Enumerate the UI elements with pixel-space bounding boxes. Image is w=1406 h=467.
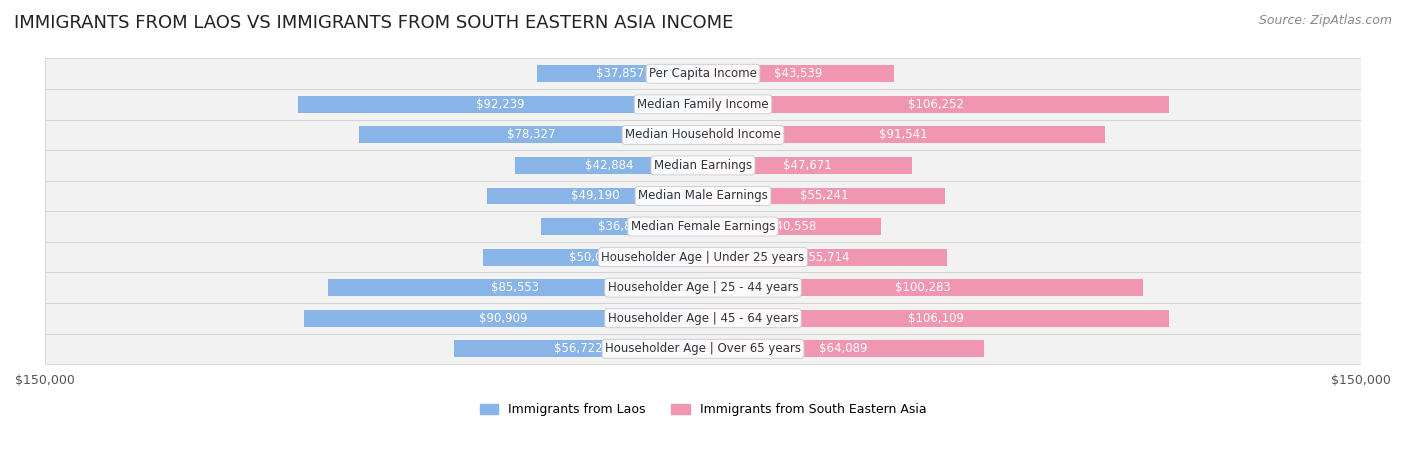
Bar [484,249,703,266]
Text: $42,884: $42,884 [585,159,633,172]
Text: $40,558: $40,558 [768,220,815,233]
Bar [703,340,984,357]
FancyBboxPatch shape [45,272,1361,303]
Text: Source: ZipAtlas.com: Source: ZipAtlas.com [1258,14,1392,27]
Bar [304,310,703,326]
Bar [703,65,894,82]
FancyBboxPatch shape [45,120,1361,150]
Text: IMMIGRANTS FROM LAOS VS IMMIGRANTS FROM SOUTH EASTERN ASIA INCOME: IMMIGRANTS FROM LAOS VS IMMIGRANTS FROM … [14,14,734,32]
Text: Median Female Earnings: Median Female Earnings [631,220,775,233]
Text: Median Male Earnings: Median Male Earnings [638,190,768,203]
Text: $106,109: $106,109 [908,312,963,325]
Bar [360,127,703,143]
Text: Householder Age | Over 65 years: Householder Age | Over 65 years [605,342,801,355]
FancyBboxPatch shape [45,181,1361,211]
Bar [703,279,1143,296]
Text: $47,671: $47,671 [783,159,832,172]
Text: $50,041: $50,041 [569,251,617,263]
Text: $90,909: $90,909 [479,312,527,325]
Bar [703,157,912,174]
Text: Householder Age | 25 - 44 years: Householder Age | 25 - 44 years [607,281,799,294]
Text: $91,541: $91,541 [880,128,928,142]
FancyBboxPatch shape [45,58,1361,89]
Text: $55,241: $55,241 [800,190,848,203]
Bar [298,96,703,113]
Text: $85,553: $85,553 [491,281,540,294]
Bar [515,157,703,174]
Bar [703,127,1105,143]
Text: $78,327: $78,327 [508,128,555,142]
Bar [703,249,948,266]
Text: Median Earnings: Median Earnings [654,159,752,172]
Text: Householder Age | 45 - 64 years: Householder Age | 45 - 64 years [607,312,799,325]
Bar [703,96,1170,113]
Text: $49,190: $49,190 [571,190,620,203]
FancyBboxPatch shape [45,89,1361,120]
Bar [703,188,945,205]
Text: $43,539: $43,539 [775,67,823,80]
Text: $37,857: $37,857 [596,67,644,80]
Legend: Immigrants from Laos, Immigrants from South Eastern Asia: Immigrants from Laos, Immigrants from So… [475,398,931,421]
Bar [454,340,703,357]
Bar [703,218,882,235]
Text: $55,714: $55,714 [801,251,849,263]
Bar [328,279,703,296]
Text: $106,252: $106,252 [908,98,965,111]
Bar [541,218,703,235]
Bar [703,310,1168,326]
Bar [488,188,703,205]
Text: $56,722: $56,722 [554,342,603,355]
Text: Per Capita Income: Per Capita Income [650,67,756,80]
FancyBboxPatch shape [45,303,1361,333]
FancyBboxPatch shape [45,211,1361,242]
Text: $64,089: $64,089 [820,342,868,355]
Text: Householder Age | Under 25 years: Householder Age | Under 25 years [602,251,804,263]
FancyBboxPatch shape [45,242,1361,272]
Text: $92,239: $92,239 [477,98,524,111]
FancyBboxPatch shape [45,333,1361,364]
Text: Median Family Income: Median Family Income [637,98,769,111]
Text: $36,841: $36,841 [598,220,647,233]
Text: $100,283: $100,283 [896,281,950,294]
FancyBboxPatch shape [45,150,1361,181]
Bar [537,65,703,82]
Text: Median Household Income: Median Household Income [626,128,780,142]
